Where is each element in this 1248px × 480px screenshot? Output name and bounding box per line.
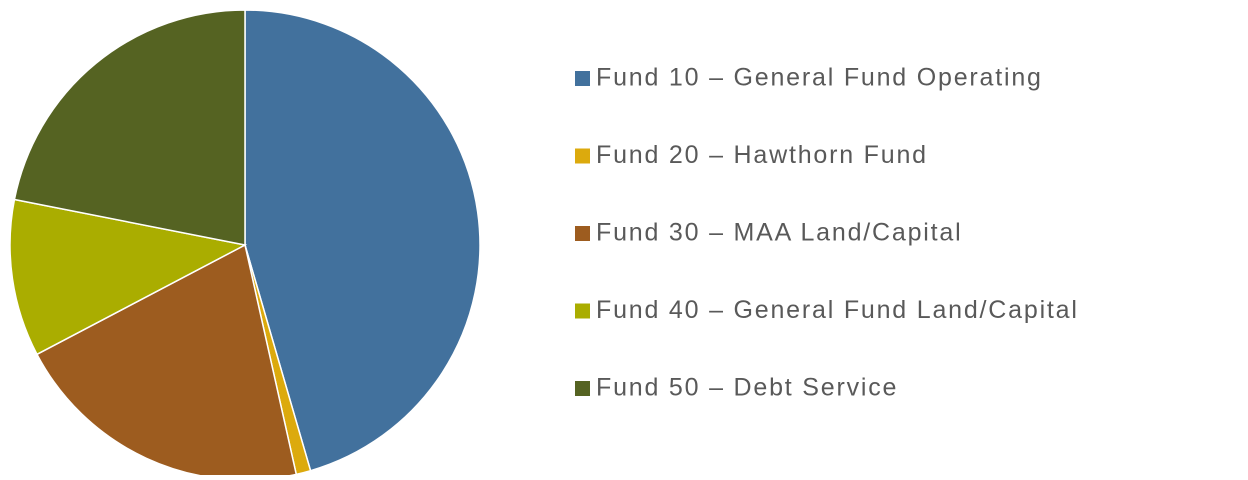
legend-label: Fund 50 – Debt Service — [596, 374, 898, 402]
legend-swatch — [575, 226, 590, 241]
pie-slice — [9, 198, 248, 356]
legend-label: Fund 10 – General Fund Operating — [596, 64, 1043, 92]
legend-swatch — [575, 148, 590, 164]
pie-slice — [244, 9, 481, 472]
legend-label: Fund 20 – Hawthorn Fund — [596, 141, 928, 169]
pie-slice — [13, 9, 246, 246]
legend-label: Fund 40 – General Fund Land/Capital — [596, 296, 1079, 324]
legend-label: Fund 30 – MAA Land/Capital — [596, 219, 962, 247]
legend-swatch — [575, 381, 590, 396]
legend-swatch — [575, 303, 590, 319]
legend-swatch — [575, 71, 590, 86]
